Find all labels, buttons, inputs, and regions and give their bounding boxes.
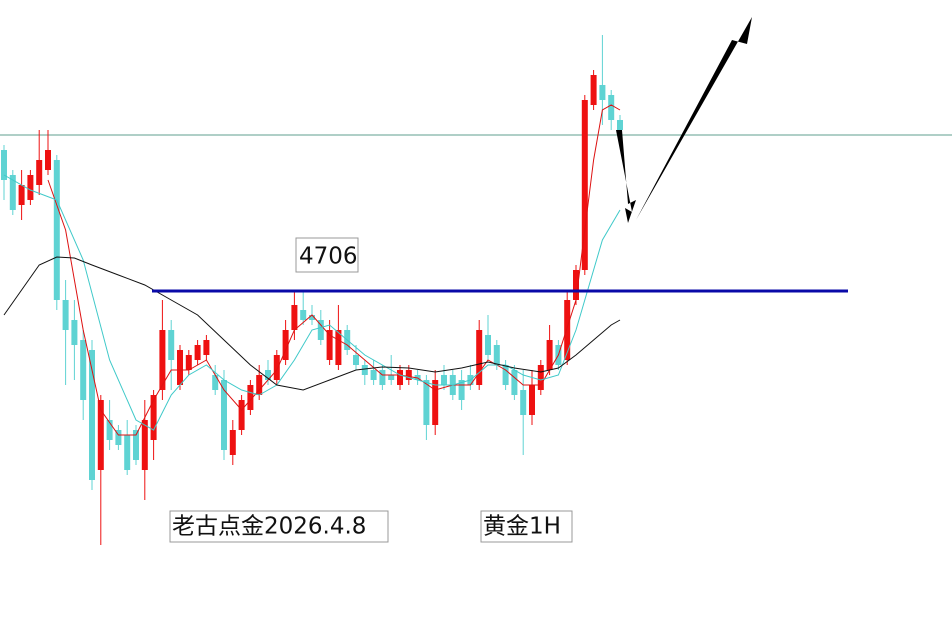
candle-body	[221, 380, 227, 450]
candle-body	[458, 380, 465, 400]
candle-body	[133, 430, 139, 460]
candle-body	[520, 390, 527, 415]
candle-body	[115, 430, 122, 445]
candle-body	[265, 370, 271, 380]
candle-body	[124, 435, 131, 470]
candle-body	[80, 340, 87, 400]
annotation: 老古点金2026.4.8	[172, 514, 366, 540]
candle-body	[599, 85, 606, 100]
candle-body	[106, 420, 113, 440]
candle-body	[212, 375, 219, 390]
candle-body	[361, 365, 368, 375]
candle-body	[370, 370, 377, 380]
candle-body	[423, 380, 430, 425]
candle-body	[36, 160, 43, 185]
candle-body	[581, 100, 588, 270]
candle-body	[291, 305, 298, 330]
candle-body	[476, 330, 483, 385]
candle-body	[53, 160, 60, 300]
candle-body	[608, 95, 615, 120]
candle-body	[177, 350, 183, 385]
arrow-up	[636, 17, 752, 220]
moving-average	[3, 174, 621, 431]
candle-body	[511, 370, 518, 395]
candle-body	[388, 375, 395, 380]
candle-body	[62, 300, 69, 330]
candle-body	[256, 375, 263, 395]
candle-body	[502, 365, 509, 385]
candle-body	[18, 185, 25, 205]
annotation: 黄金1H	[483, 514, 561, 540]
moving-average	[47, 104, 621, 436]
candle-body	[441, 375, 447, 385]
annotation: 4706	[299, 244, 358, 270]
candle-body	[97, 400, 104, 470]
candle-body	[168, 330, 175, 360]
candle-body	[71, 320, 78, 345]
candle-body	[335, 330, 342, 365]
candle-body	[590, 75, 597, 105]
candle-body	[405, 370, 412, 380]
plot-area	[0, 35, 952, 545]
candle-body	[45, 150, 51, 170]
candle-body	[546, 340, 553, 370]
candle-body	[537, 365, 544, 390]
candle-body	[317, 320, 324, 340]
candle-body	[564, 300, 571, 360]
candle-body	[89, 350, 95, 480]
candle-body	[27, 175, 34, 200]
candle-body	[617, 120, 623, 130]
moving-average	[3, 256, 621, 391]
annotation-box	[480, 510, 573, 543]
candle-body	[9, 175, 16, 210]
candle-body	[159, 330, 166, 390]
candle-body	[185, 355, 192, 370]
candle-body	[247, 385, 254, 410]
candle-body	[150, 395, 157, 440]
candle-body	[203, 340, 210, 355]
candle-body	[432, 380, 439, 425]
candle-body	[282, 330, 289, 360]
candle-body	[194, 345, 201, 360]
annotation-box	[295, 237, 359, 273]
arrow-down	[616, 130, 636, 223]
candle-body	[353, 355, 359, 365]
candle-body	[493, 345, 500, 365]
candle-body	[379, 370, 386, 385]
candle-body	[1, 150, 7, 180]
candle-body	[309, 315, 315, 320]
candle-body	[238, 400, 245, 430]
candle-body	[326, 330, 333, 360]
annotation-box	[169, 510, 389, 543]
candle-body	[229, 430, 236, 455]
candle-body	[273, 355, 280, 380]
candle-body	[141, 420, 148, 470]
candle-body	[529, 385, 535, 415]
candle-body	[573, 270, 579, 300]
candle-body	[397, 370, 403, 385]
candle-body	[300, 310, 307, 320]
candle-body	[485, 335, 491, 355]
